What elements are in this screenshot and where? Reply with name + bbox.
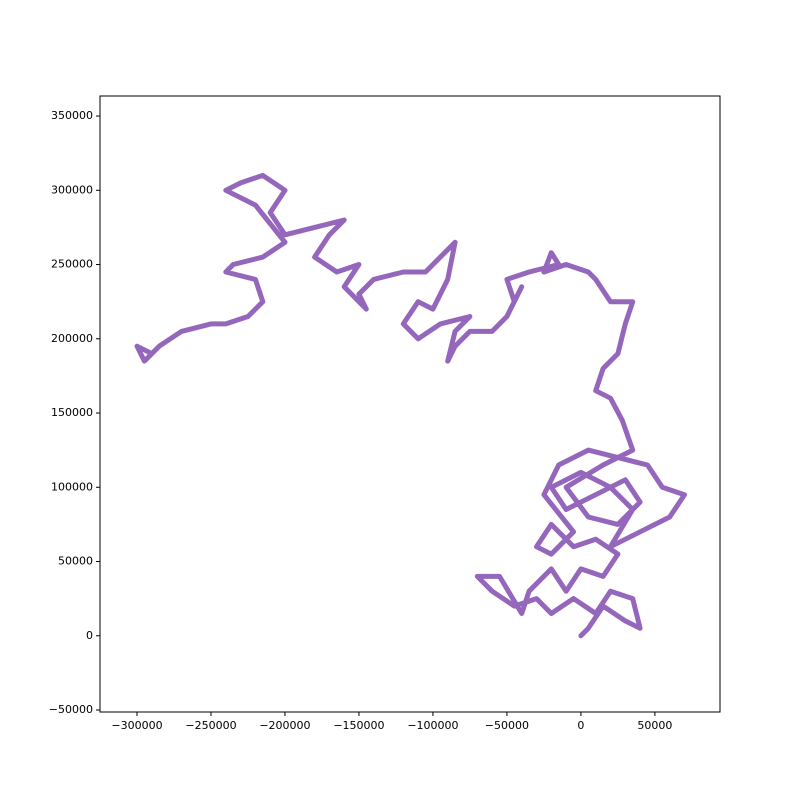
- x-tick-label: −250000: [185, 719, 236, 732]
- x-tick-label: −300000: [111, 719, 162, 732]
- y-tick-label: 250000: [51, 258, 93, 271]
- y-tick-label: −50000: [49, 703, 93, 716]
- y-tick-label: 150000: [51, 406, 93, 419]
- y-tick-label: 50000: [58, 555, 93, 568]
- y-tick-label: 0: [86, 629, 93, 642]
- y-tick-label: 300000: [51, 183, 93, 196]
- plot-frame: [99, 95, 721, 713]
- x-tick-label: −100000: [407, 719, 458, 732]
- x-tick-label: −200000: [259, 719, 310, 732]
- x-tick-label: 50000: [637, 719, 672, 732]
- y-tick-label: 100000: [51, 480, 93, 493]
- y-tick-label: 200000: [51, 332, 93, 345]
- walk-line: [134, 172, 687, 639]
- x-tick-label: −50000: [485, 719, 529, 732]
- x-tick-label: 0: [577, 719, 584, 732]
- x-tick-label: −150000: [333, 719, 384, 732]
- y-tick-label: 350000: [51, 109, 93, 122]
